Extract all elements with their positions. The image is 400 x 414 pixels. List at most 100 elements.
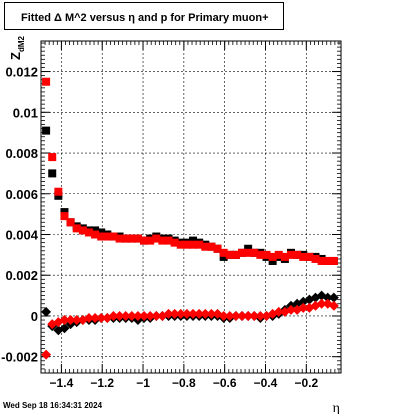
- data-point-square-series-1: [311, 254, 320, 263]
- data-point-square-series-1: [84, 228, 93, 237]
- data-point-square-series-1: [54, 187, 63, 196]
- x-tick-label: −0.4: [254, 376, 278, 390]
- data-point-square-series-1: [109, 232, 118, 241]
- data-point-square-series-1: [127, 234, 136, 243]
- data-point-diamond-series-3: [96, 313, 107, 324]
- data-point-square-series-1: [170, 238, 179, 247]
- data-point-square-series-1: [231, 250, 240, 259]
- data-point-square-series-1: [219, 248, 228, 257]
- data-point-diamond-series-3: [41, 349, 52, 360]
- data-point-diamond-series-3: [175, 308, 186, 319]
- data-point-diamond-series-3: [132, 310, 143, 321]
- timestamp: Wed Sep 18 16:34:31 2024: [3, 401, 103, 410]
- data-point-square-series-0: [268, 256, 277, 265]
- x-tick-label: −0.6: [213, 376, 237, 390]
- data-point-square-series-0: [60, 208, 69, 217]
- data-point-diamond-series-3: [90, 313, 101, 324]
- data-point-square-series-1: [60, 212, 69, 221]
- title-box: Fitted Δ M^2 versus η and p for Primary …: [4, 2, 284, 30]
- data-point-square-series-1: [274, 250, 283, 259]
- data-point-square-series-1: [189, 240, 198, 249]
- data-point-square-series-1: [225, 250, 234, 259]
- data-point-diamond-series-2: [59, 323, 70, 334]
- data-point-diamond-series-3: [151, 310, 162, 321]
- data-point-diamond-series-3: [328, 300, 339, 311]
- data-point-diamond-series-3: [200, 308, 211, 319]
- data-point-square-series-1: [317, 256, 326, 265]
- data-point-diamond-series-3: [120, 310, 131, 321]
- data-point-diamond-series-3: [114, 310, 125, 321]
- data-point-square-series-1: [280, 252, 289, 261]
- data-point-diamond-series-3: [218, 310, 229, 321]
- data-point-square-series-1: [158, 236, 167, 245]
- data-point-diamond-series-3: [255, 310, 266, 321]
- data-point-square-series-0: [97, 228, 106, 237]
- data-point-diamond-series-3: [298, 302, 309, 313]
- axis-ticks: [41, 41, 341, 374]
- data-point-square-series-1: [262, 250, 271, 259]
- data-point-diamond-series-3: [108, 310, 119, 321]
- data-point-square-series-1: [66, 218, 75, 227]
- data-point-square-series-1: [152, 234, 161, 243]
- data-point-diamond-series-2: [322, 292, 333, 303]
- data-point-diamond-series-3: [163, 308, 174, 319]
- data-point-diamond-series-3: [65, 315, 76, 326]
- y-tick-label: 0.008: [5, 146, 38, 161]
- data-point-square-series-0: [54, 191, 63, 200]
- x-tick-label: −0.2: [294, 376, 318, 390]
- data-point-square-series-0: [189, 236, 198, 245]
- y-tick-label: 0.004: [5, 227, 38, 242]
- y-tick-label: 0.006: [5, 187, 38, 202]
- data-point-diamond-series-2: [328, 292, 339, 303]
- data-point-square-series-1: [329, 256, 338, 265]
- data-markers: [41, 77, 339, 360]
- data-point-diamond-series-3: [126, 310, 137, 321]
- data-point-square-series-1: [256, 250, 265, 259]
- data-point-square-series-1: [164, 236, 173, 245]
- data-point-diamond-series-2: [41, 306, 52, 317]
- data-point-square-series-1: [97, 232, 106, 241]
- data-point-square-series-1: [146, 236, 155, 245]
- y-tick-label: 0: [31, 309, 38, 324]
- data-point-diamond-series-3: [181, 308, 192, 319]
- data-point-diamond-series-3: [243, 310, 254, 321]
- data-point-square-series-1: [115, 234, 124, 243]
- data-point-diamond-series-3: [145, 310, 156, 321]
- data-point-diamond-series-3: [194, 308, 205, 319]
- data-point-diamond-series-3: [206, 308, 217, 319]
- data-point-square-series-1: [121, 234, 130, 243]
- data-point-square-series-1: [299, 252, 308, 261]
- data-point-square-series-0: [244, 244, 253, 253]
- y-axis-label: ZdM2: [8, 35, 26, 60]
- data-point-square-series-1: [195, 240, 204, 249]
- data-point-square-series-1: [91, 230, 100, 239]
- data-point-square-series-1: [176, 240, 185, 249]
- data-point-square-series-1: [244, 248, 253, 257]
- data-point-square-series-1: [305, 252, 314, 261]
- data-point-diamond-series-3: [316, 298, 327, 309]
- data-point-square-series-1: [323, 256, 332, 265]
- data-point-square-series-0: [219, 252, 228, 261]
- data-point-square-series-0: [42, 126, 51, 135]
- data-point-diamond-series-3: [286, 304, 296, 315]
- y-axis-label-main: Z: [8, 52, 23, 60]
- data-point-diamond-series-3: [188, 308, 199, 319]
- data-point-square-series-1: [207, 242, 216, 251]
- y-tick-label: -0.002: [1, 350, 38, 365]
- data-point-square-series-1: [133, 234, 142, 243]
- data-point-diamond-series-3: [71, 315, 82, 326]
- data-point-square-series-1: [287, 250, 295, 259]
- chart-title: Fitted Δ M^2 versus η and p for Primary …: [21, 12, 269, 24]
- data-point-square-series-1: [182, 240, 191, 249]
- data-point-diamond-series-3: [169, 308, 180, 319]
- y-tick-label: 0.012: [5, 65, 38, 80]
- data-point-square-series-1: [42, 77, 51, 86]
- y-axis-label-subscript: dM2: [17, 35, 26, 52]
- data-point-square-series-1: [201, 242, 210, 251]
- data-point-diamond-series-3: [273, 306, 284, 317]
- y-tick-label: 0.002: [5, 268, 38, 283]
- data-point-diamond-series-3: [249, 310, 260, 321]
- grid-lines: [41, 41, 341, 373]
- data-point-square-series-0: [48, 169, 57, 178]
